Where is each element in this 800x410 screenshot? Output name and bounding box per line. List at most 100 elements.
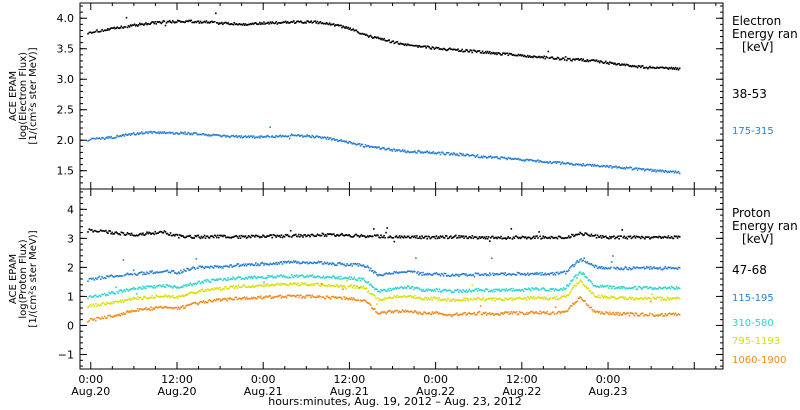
data-point: [191, 291, 193, 294]
data-point: [477, 272, 480, 275]
data-point: [223, 234, 225, 237]
data-point: [584, 300, 586, 302]
data-point: [633, 285, 636, 288]
data-point: [168, 271, 171, 274]
data-point: [567, 162, 569, 164]
data-point: [395, 41, 398, 43]
data-point: [124, 133, 127, 135]
data-point: [165, 295, 168, 298]
data-point: [260, 135, 262, 137]
data-point: [176, 306, 178, 309]
data-point: [660, 170, 662, 173]
data-point: [102, 230, 105, 232]
data-point: [371, 270, 373, 272]
data-point: [106, 301, 108, 304]
data-point: [404, 236, 407, 239]
data-point: [375, 36, 377, 39]
data-point: [263, 283, 265, 285]
data-point: [586, 288, 589, 290]
data-point: [555, 236, 558, 239]
data-point: [471, 51, 474, 54]
data-point: [439, 275, 442, 277]
data-point: [235, 134, 238, 137]
data-point: [502, 289, 504, 291]
data-point: [607, 237, 609, 239]
data-point: [203, 290, 206, 293]
data-point: [385, 231, 387, 234]
data-point: [311, 283, 313, 286]
data-point: [94, 30, 97, 33]
data-point: [168, 284, 171, 287]
data-point: [231, 278, 233, 280]
data-point: [600, 165, 603, 167]
data-point: [107, 302, 109, 305]
data-point: [153, 233, 155, 236]
data-point: [393, 295, 396, 297]
data-point: [596, 296, 599, 298]
data-point: [324, 233, 327, 236]
data-point: [642, 236, 645, 239]
data-point: [239, 237, 242, 239]
data-point: [477, 297, 480, 299]
data-point: [338, 262, 340, 264]
data-point: [610, 285, 612, 288]
data-point: [268, 235, 270, 237]
data-point: [332, 138, 334, 140]
data-point: [230, 277, 232, 280]
data-point: [220, 300, 222, 302]
data-point: [462, 299, 464, 301]
data-point: [443, 237, 446, 239]
data-point: [144, 132, 146, 135]
data-point: [430, 151, 433, 154]
data-point: [484, 50, 487, 53]
data-point: [186, 294, 188, 296]
data-point: [620, 235, 622, 238]
data-point: [239, 286, 242, 289]
data-point: [92, 137, 94, 140]
data-point: [347, 142, 349, 144]
data-point: [185, 133, 187, 135]
data-point: [642, 266, 645, 268]
data-point: [614, 237, 616, 240]
data-point: [152, 272, 154, 275]
data-point: [390, 311, 393, 314]
data-point: [592, 284, 595, 287]
data-point: [93, 305, 96, 307]
data-point: [638, 297, 641, 300]
data-point: [170, 234, 173, 237]
data-point: [340, 24, 342, 27]
data-point: [522, 297, 525, 300]
data-point: [531, 159, 533, 161]
data-point: [461, 299, 463, 301]
data-point: [289, 229, 292, 232]
data-point: [88, 228, 91, 230]
data-point: [91, 278, 93, 280]
data-point: [374, 308, 376, 310]
data-point: [498, 273, 500, 276]
data-point: [451, 274, 453, 276]
data-point: [447, 297, 450, 300]
data-point: [450, 298, 452, 301]
data-point: [546, 273, 549, 275]
data-point: [130, 273, 133, 275]
data-point: [319, 276, 322, 279]
data-point: [501, 53, 503, 56]
legend-entry-175-315: 175-315: [732, 126, 774, 137]
data-point: [285, 135, 288, 138]
data-point: [107, 315, 109, 317]
data-point: [674, 66, 677, 69]
data-point: [186, 285, 188, 287]
data-point: [351, 278, 354, 280]
data-point: [532, 236, 534, 239]
data-point: [552, 274, 555, 276]
data-point: [579, 259, 581, 261]
data-point: [442, 314, 445, 316]
data-point: [264, 285, 266, 287]
data-point: [273, 136, 276, 138]
data-point: [598, 165, 601, 168]
data-point: [225, 298, 227, 301]
data-point: [628, 236, 631, 238]
data-point: [495, 297, 497, 299]
data-point: [504, 272, 506, 274]
data-point: [303, 296, 305, 298]
